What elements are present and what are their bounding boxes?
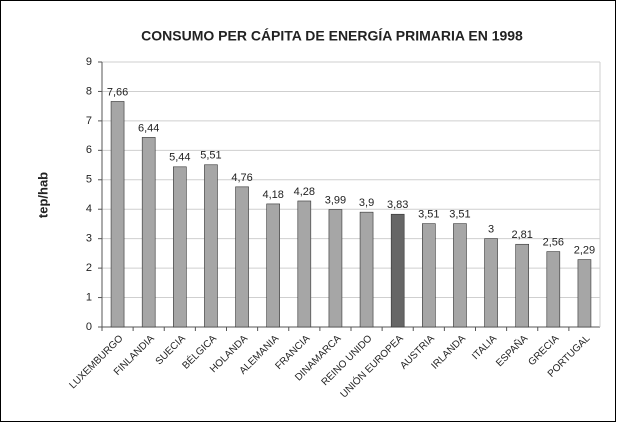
- value-label: 5,44: [169, 152, 190, 164]
- y-tick-label: 5: [86, 174, 92, 186]
- value-label: 4,76: [231, 172, 252, 184]
- y-axis-label: tep/hab: [35, 172, 50, 218]
- bar: [110, 101, 125, 328]
- value-label: 2,81: [511, 229, 532, 241]
- y-tick-label: 6: [86, 144, 92, 156]
- value-label: 6,44: [138, 122, 159, 134]
- value-label: 2,29: [574, 244, 595, 256]
- y-tick-label: 9: [86, 56, 92, 68]
- value-label: 3,51: [418, 209, 439, 221]
- value-label: 5,51: [200, 150, 221, 162]
- y-tick-label: 7: [86, 115, 92, 127]
- bar: [141, 137, 156, 328]
- bar: [484, 238, 498, 328]
- bar: [546, 251, 561, 328]
- bar: [266, 203, 280, 328]
- y-tick-label: 8: [86, 85, 92, 97]
- y-tick-label: 4: [86, 203, 92, 215]
- y-tick-label: 0: [86, 321, 92, 333]
- value-label: 7,66: [107, 86, 128, 98]
- value-label: 3: [488, 224, 494, 236]
- value-label: 3,9: [359, 197, 374, 209]
- value-label: 2,56: [543, 237, 564, 249]
- bar: [173, 166, 187, 328]
- y-tick-label: 2: [86, 262, 92, 274]
- bar: [235, 186, 249, 328]
- bar: [359, 211, 374, 328]
- value-label: 3,99: [325, 194, 346, 206]
- bar: [204, 164, 218, 328]
- value-label: 4,18: [262, 189, 283, 201]
- chart-title: CONSUMO PER CÁPITA DE ENERGÍA PRIMARIA E…: [141, 28, 523, 44]
- value-label: 4,28: [294, 186, 315, 198]
- y-tick-label: 3: [86, 233, 92, 245]
- value-label: 3,51: [449, 209, 470, 221]
- bar: [297, 200, 312, 328]
- bar: [390, 213, 405, 328]
- value-label: 3,83: [387, 199, 408, 211]
- y-tick-label: 1: [86, 291, 92, 303]
- bar: [453, 223, 467, 328]
- bar: [577, 259, 592, 328]
- bar: [515, 243, 529, 328]
- bar: [328, 209, 343, 328]
- bar: [422, 223, 436, 328]
